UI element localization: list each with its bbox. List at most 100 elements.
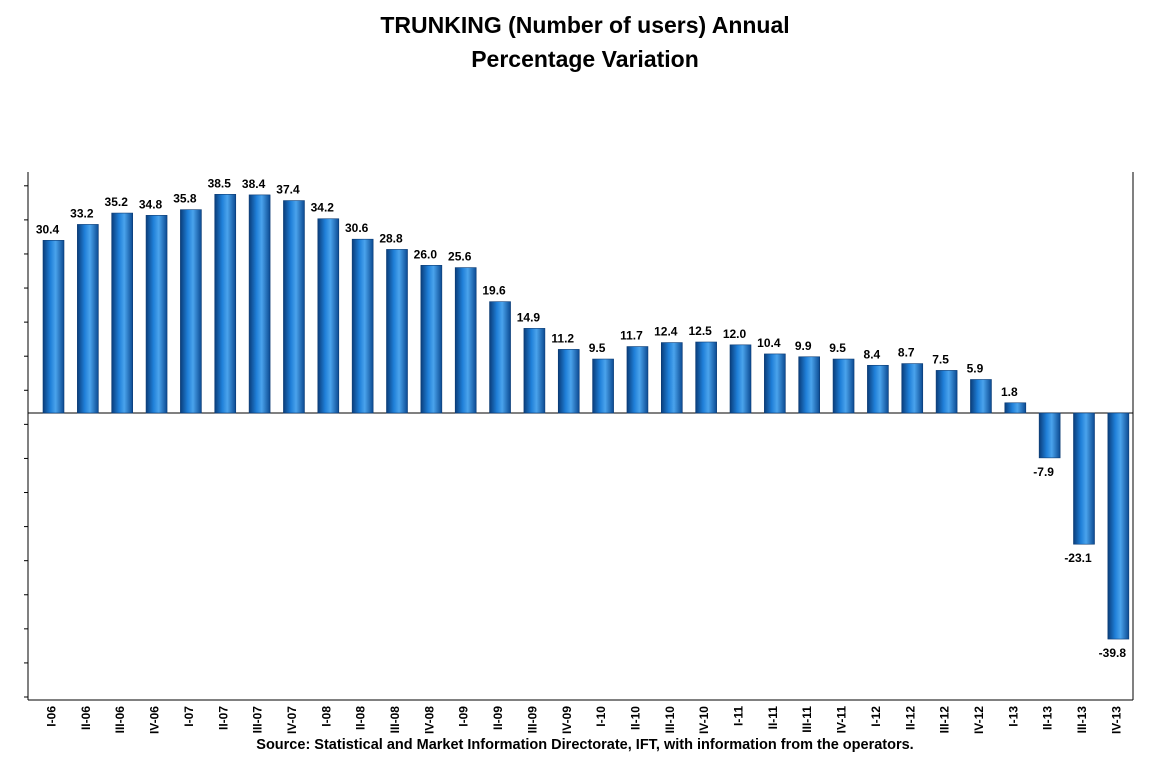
chart-title: TRUNKING (Number of users) Annual Percen…: [0, 8, 1150, 76]
bar: [523, 328, 546, 414]
x-tick-label: IV-12: [972, 706, 986, 734]
data-label: 34.8: [139, 197, 163, 211]
bar: [145, 215, 168, 414]
x-tick-label: IV-09: [560, 706, 574, 734]
x-tick-label: II-08: [354, 706, 368, 730]
data-label: 35.8: [173, 192, 197, 206]
data-label: 14.9: [517, 310, 541, 324]
x-tick-label: IV-07: [285, 706, 299, 734]
x-tick-label: III-08: [388, 706, 402, 734]
x-tick-label: II-06: [79, 706, 93, 730]
bar: [214, 194, 237, 414]
data-label: 19.6: [482, 284, 506, 298]
bar: [557, 349, 580, 414]
bar: [454, 267, 477, 414]
x-tick-label: IV-10: [697, 706, 711, 734]
data-label: 11.2: [551, 331, 574, 345]
data-label: 9.5: [829, 341, 846, 355]
bar: [420, 265, 443, 414]
data-label: 8.7: [898, 346, 915, 360]
data-label: 28.8: [379, 231, 403, 245]
data-label: 7.5: [932, 352, 949, 366]
bar: [317, 218, 340, 414]
x-tick-label: I-06: [45, 706, 59, 727]
x-tick-label: III-10: [663, 706, 677, 734]
bar: [77, 224, 99, 414]
data-label: -39.8: [1099, 646, 1127, 660]
bar: [1073, 412, 1095, 545]
bar: [1004, 402, 1027, 414]
data-label: 12.4: [654, 325, 678, 339]
source-note: Source: Statistical and Market Informati…: [256, 737, 914, 753]
data-label: 30.4: [36, 222, 60, 236]
x-tick-label: I-10: [594, 706, 608, 727]
data-label: 38.5: [208, 176, 232, 190]
data-label: 9.5: [589, 341, 606, 355]
x-tick-label: I-07: [182, 706, 196, 727]
bar: [351, 238, 374, 414]
bar: [248, 194, 271, 414]
data-label: 11.7: [620, 329, 643, 343]
bar: [283, 200, 305, 414]
data-label: 12.0: [723, 327, 747, 341]
data-label: 25.6: [448, 250, 472, 264]
chart-title-line2: Percentage Variation: [471, 46, 699, 72]
bar: [489, 301, 511, 414]
x-tick-label: III-11: [800, 706, 814, 733]
x-tick-label: II-13: [1041, 706, 1055, 730]
data-label: 26.0: [414, 247, 438, 261]
x-tick-label: I-13: [1006, 706, 1020, 727]
data-label: -23.1: [1064, 551, 1092, 565]
data-label: 12.5: [688, 324, 712, 338]
bar: [695, 341, 717, 414]
bar: [592, 358, 614, 414]
bar: [832, 358, 855, 414]
bar: [1038, 412, 1061, 459]
x-tick-label: III-12: [938, 706, 952, 734]
bar: [901, 363, 924, 414]
data-label: 5.9: [967, 361, 984, 375]
x-tick-label: II-10: [628, 706, 642, 730]
x-tick-label: III-13: [1075, 706, 1089, 734]
x-tick-label: III-07: [251, 706, 265, 734]
bar: [660, 342, 683, 414]
x-tick-label: I-09: [457, 706, 471, 727]
bar: [180, 209, 202, 414]
data-label: 1.8: [1001, 385, 1018, 399]
bar: [867, 364, 889, 414]
bar: [626, 346, 649, 414]
data-label: 37.4: [276, 183, 300, 197]
x-tick-label: II-09: [491, 706, 505, 730]
data-label: 35.2: [105, 195, 129, 209]
bar: [729, 344, 752, 414]
chart-title-line1: TRUNKING (Number of users) Annual: [380, 12, 790, 38]
data-label: 8.4: [864, 347, 881, 361]
x-tick-label: IV-13: [1109, 706, 1123, 734]
x-tick-label: III-06: [113, 706, 127, 734]
data-label: 38.4: [242, 177, 266, 191]
x-tick-label: I-12: [869, 706, 883, 727]
data-label: 30.6: [345, 221, 369, 235]
x-tick-label: IV-11: [835, 706, 849, 734]
data-label: 10.4: [757, 336, 781, 350]
bar: [764, 353, 786, 414]
bar: [798, 356, 821, 414]
data-label: 34.2: [311, 201, 335, 215]
bar: [42, 240, 65, 414]
bar: [970, 379, 992, 414]
x-tick-label: II-12: [903, 706, 917, 730]
bar: [935, 370, 958, 414]
x-tick-label: IV-08: [422, 706, 436, 734]
bar: [1107, 412, 1130, 640]
x-tick-label: III-09: [525, 706, 539, 734]
data-label: 33.2: [70, 206, 94, 220]
x-tick-label: I-11: [732, 706, 746, 726]
x-tick-label: II-07: [216, 706, 230, 730]
data-label: -7.9: [1033, 465, 1054, 479]
x-tick-label: II-11: [766, 706, 780, 730]
data-label: 9.9: [795, 339, 812, 353]
bar: [386, 249, 408, 414]
bar: [111, 212, 133, 414]
x-tick-label: IV-06: [148, 706, 162, 734]
